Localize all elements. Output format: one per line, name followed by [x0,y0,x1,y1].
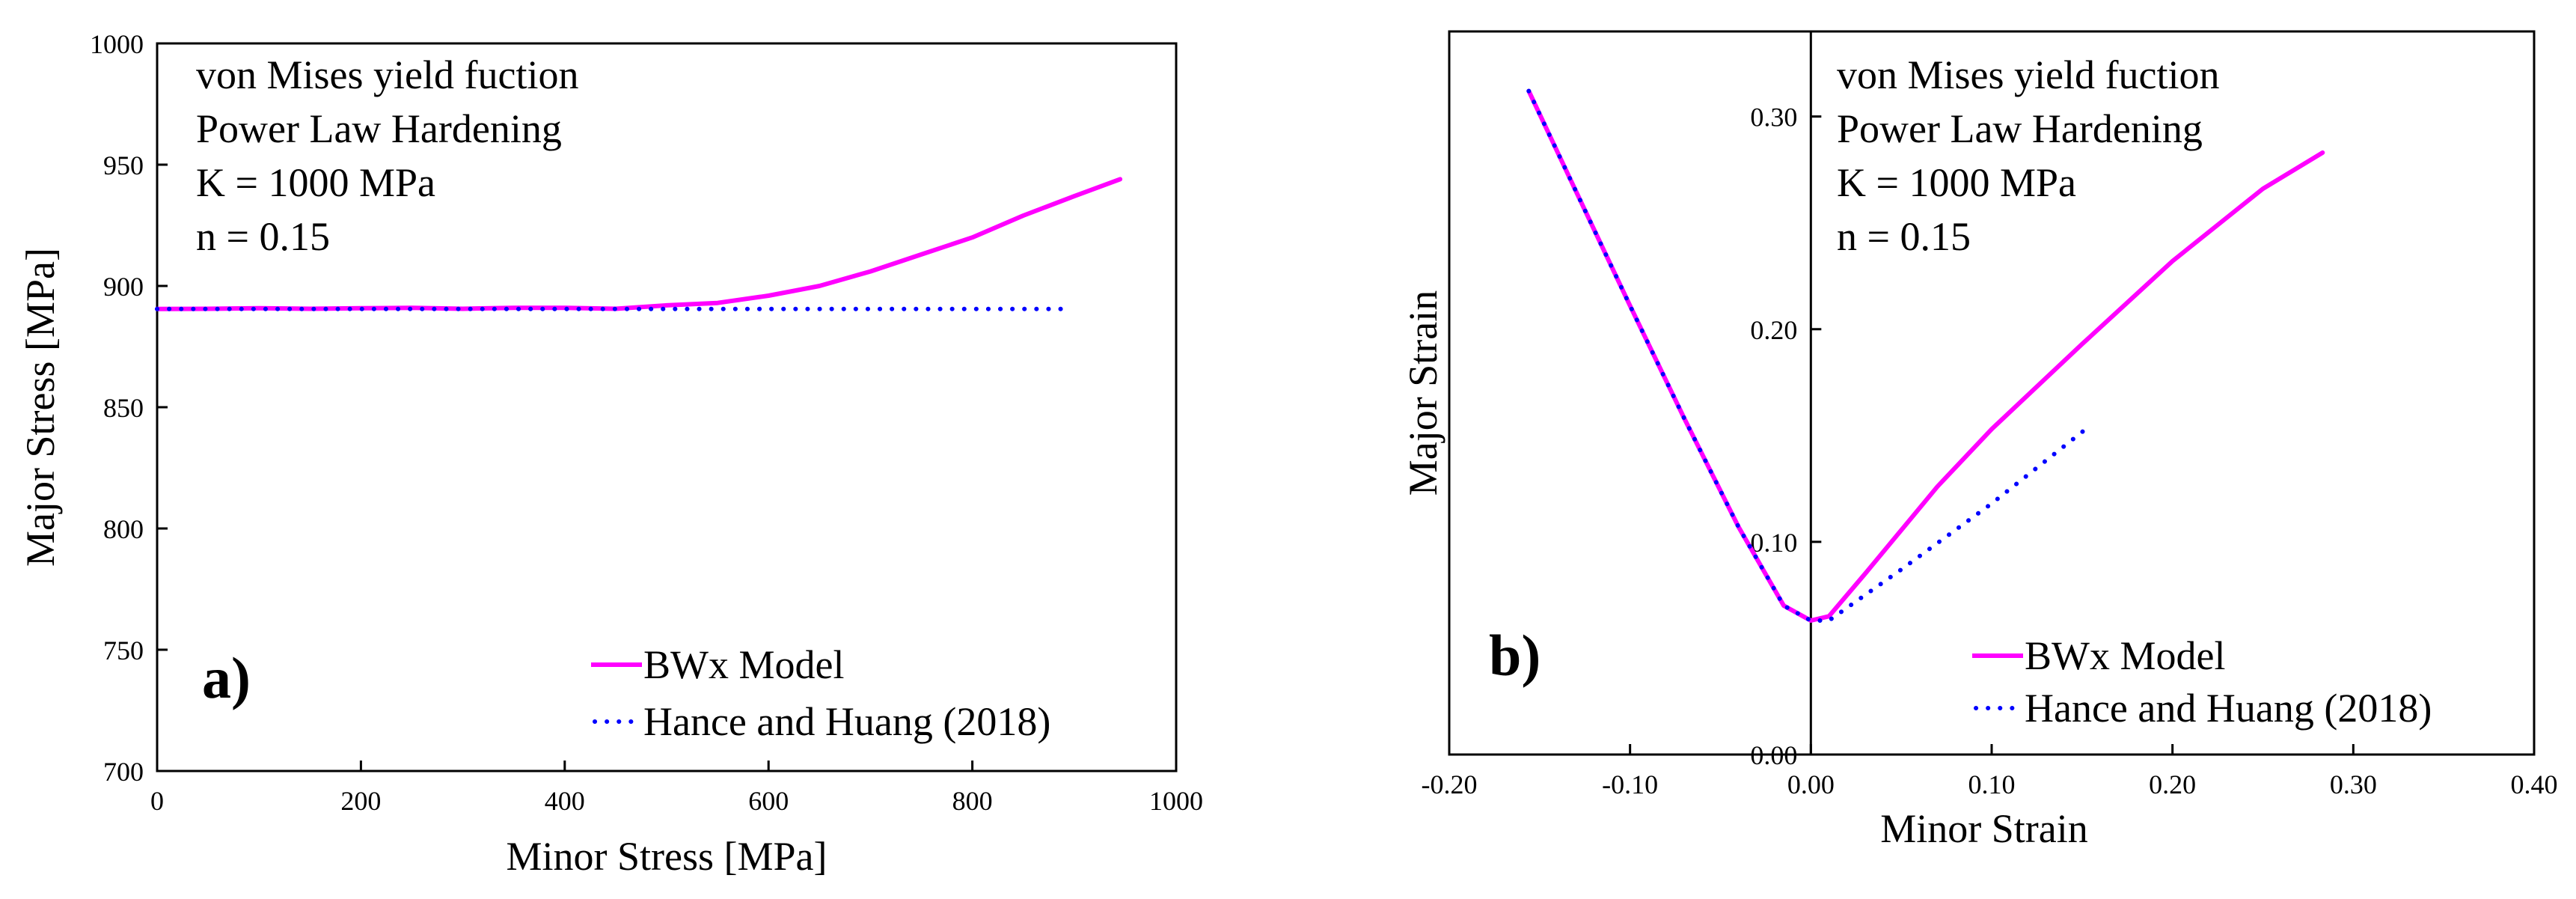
chart-a-annotation-1: von Mises yield fuction [196,52,578,97]
chart-a-xtick-label: 400 [545,786,585,816]
chart-b-xtick-label: 0.00 [1787,770,1835,799]
chart-b-xtick-label: -0.10 [1602,770,1658,799]
chart-b-xtick-label: -0.20 [1422,770,1478,799]
chart-b-series-hance-huang-line [1526,88,2093,623]
chart-b-annotation-2: Power Law Hardening [1837,106,2203,151]
chart-a-xtick-label: 200 [340,786,381,816]
chart-b-series [1526,88,2325,623]
chart-b-legend-bwx-label: BWx Model [2025,633,2225,678]
chart-a-annotation-4: n = 0.15 [196,214,330,259]
chart-a-ytick-label: 800 [103,514,144,544]
chart-a-ytick-label: 850 [103,393,144,423]
chart-a-ytick-label: 950 [103,150,144,180]
chart-a-xtick-label: 600 [748,786,789,816]
chart-a-xtick-label: 800 [952,786,993,816]
chart-b-annotations: von Mises yield fuction Power Law Harden… [1837,52,2219,259]
chart-a-series-bwx-model-line [155,177,1123,311]
chart-b-legend-hh-label: Hance and Huang (2018) [2025,686,2432,731]
chart-b: -0.20 -0.10 0.00 0.10 0.20 0.30 0.40 0.00 0.10 0.… [1401,30,2558,851]
chart-b-xtick-label: 0.40 [2511,770,2558,799]
chart-a-annotation-2: Power Law Hardening [196,106,562,151]
chart-a-annotation-3: K = 1000 MPa [196,160,435,205]
chart-b-ytick-label: 0.20 [1750,315,1797,345]
chart-a-panel-label: a) [202,645,251,710]
chart-a-ytick-label: 1000 [90,29,144,59]
chart-b-xlabel: Minor Strain [1880,806,2088,851]
chart-a-xlabel: Minor Stress [MPa] [507,834,827,879]
chart-a-ytick-label: 700 [103,757,144,787]
chart-a-legend-hh-label: Hance and Huang (2018) [643,699,1050,744]
chart-a-annotations: von Mises yield fuction Power Law Harden… [196,52,578,259]
chart-b-ytick-label: 0.00 [1750,740,1797,770]
chart-a-series [155,177,1123,311]
chart-b-annotation-4: n = 0.15 [1837,214,1971,259]
chart-a-ylabel: Major Stress [MPa] [18,248,63,567]
chart-b-xtick-label: 0.30 [2330,770,2377,799]
chart-a-ytick-label: 900 [103,272,144,302]
chart-a-xtick-label: 0 [150,786,164,816]
chart-a-ticks: 0 200 400 600 800 1000 700 750 800 850 900 950 1000 [90,29,1203,816]
chart-a-legend-bwx-label: BWx Model [643,642,844,687]
chart-a: 0 200 400 600 800 10007007508008509009501000 … [18,29,1203,879]
chart-b-xtick-label: 0.10 [1968,770,2016,799]
chart-b-ylabel: Major Strain [1401,290,1445,496]
chart-b-legend: BWx Model Hance and Huang (2018) [1972,633,2432,731]
chart-a-xtick-label: 1000 [1149,786,1203,816]
chart-b-annotation-3: K = 1000 MPa [1837,160,2076,205]
chart-b-ticks: -0.20 -0.10 0.00 0.10 0.20 0.30 0.40 0.00 0.10 0.… [1422,31,2558,799]
chart-b-ytick-label: 0.30 [1750,103,1797,132]
chart-b-panel-label: b) [1489,623,1541,688]
chart-b-ytick-label: 0.10 [1750,528,1797,558]
chart-b-xtick-label: 0.20 [2149,770,2196,799]
chart-b-annotation-1: von Mises yield fuction [1837,52,2219,97]
chart-a-legend: BWx Model Hance and Huang (2018) [591,642,1050,744]
chart-a-ytick-label: 750 [103,636,144,665]
